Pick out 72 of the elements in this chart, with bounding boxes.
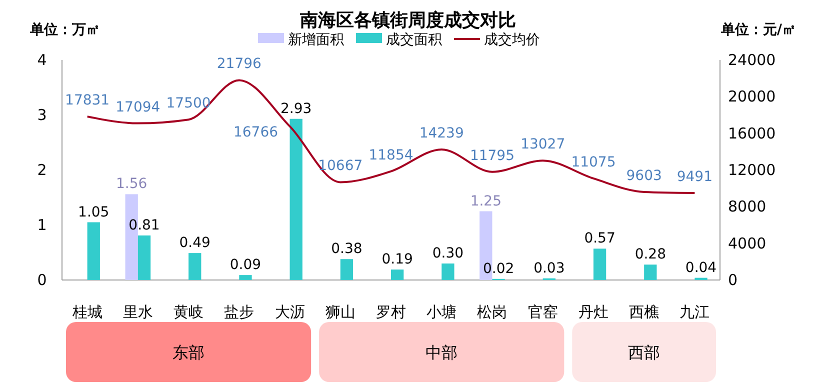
bar bbox=[138, 235, 151, 280]
data-label: 11075 bbox=[571, 154, 616, 170]
y-tick-label: 1 bbox=[37, 216, 47, 234]
x-tick-label: 官窑 bbox=[528, 303, 558, 321]
data-label: 13027 bbox=[520, 136, 566, 153]
bar bbox=[290, 118, 302, 280]
data-label: 17500 bbox=[166, 96, 211, 112]
data-label: 0.38 bbox=[331, 241, 362, 258]
y2-tick-label: 20000 bbox=[728, 88, 776, 106]
data-label: 0.19 bbox=[382, 252, 413, 268]
y-tick-label: 4 bbox=[37, 51, 47, 69]
data-label: 0.03 bbox=[534, 260, 565, 276]
data-label: 17831 bbox=[65, 92, 110, 109]
y-axis-title: 单位：万㎡ bbox=[29, 22, 100, 38]
data-label: 1.25 bbox=[470, 193, 502, 210]
y2-tick-label: 4000 bbox=[728, 234, 766, 252]
y-tick-label: 2 bbox=[37, 161, 47, 179]
data-label: 2.93 bbox=[280, 100, 312, 117]
data-label: 0.57 bbox=[584, 230, 616, 247]
y-tick-label: 3 bbox=[37, 106, 47, 124]
y2-tick-label: 0 bbox=[728, 271, 738, 289]
data-label: 21796 bbox=[216, 56, 262, 72]
bar bbox=[87, 222, 100, 280]
data-label: 0.81 bbox=[128, 217, 160, 234]
text: 西部 bbox=[628, 343, 660, 362]
legend-label: 成交均价 bbox=[484, 32, 540, 48]
legend-label: 新增面积 bbox=[288, 32, 344, 48]
data-label: 16766 bbox=[233, 124, 278, 140]
data-label: 0.28 bbox=[634, 246, 666, 263]
data-label: 0.49 bbox=[179, 235, 210, 252]
x-tick-label: 西樵 bbox=[629, 303, 660, 321]
data-label: 1.56 bbox=[116, 176, 148, 192]
y2-tick-label: 16000 bbox=[728, 124, 776, 142]
bar bbox=[340, 259, 354, 280]
bar bbox=[593, 248, 606, 280]
text: 东部 bbox=[172, 343, 205, 362]
x-tick-label: 黄岐 bbox=[174, 303, 204, 321]
x-tick-label: 松岗 bbox=[477, 303, 508, 321]
bar bbox=[239, 275, 252, 280]
x-tick-label: 丹灶 bbox=[578, 303, 608, 321]
y2-tick-label: 12000 bbox=[728, 161, 776, 179]
data-label: 11854 bbox=[368, 147, 414, 164]
data-label: 11795 bbox=[470, 148, 515, 164]
y2-tick-label: 8000 bbox=[728, 198, 766, 216]
x-tick-label: 大沥 bbox=[274, 303, 305, 321]
x-tick-label: 盐步 bbox=[224, 303, 254, 321]
data-label: 14239 bbox=[419, 125, 464, 142]
y2-axis-title: 单位：元/㎡ bbox=[720, 22, 796, 38]
x-tick-label: 罗村 bbox=[376, 303, 406, 321]
x-tick-label: 桂城 bbox=[71, 303, 102, 321]
data-label: 17094 bbox=[116, 99, 160, 116]
bar bbox=[442, 264, 454, 280]
x-tick-label: 狮山 bbox=[325, 303, 356, 321]
x-tick-label: 九江 bbox=[680, 303, 710, 321]
data-label: 10667 bbox=[318, 158, 363, 174]
text: 中部 bbox=[426, 343, 458, 362]
data-label: 0.30 bbox=[432, 246, 464, 262]
bar bbox=[391, 270, 404, 280]
legend-label: 成交面积 bbox=[386, 32, 442, 48]
bar bbox=[188, 253, 202, 280]
data-label: 9603 bbox=[626, 168, 662, 184]
data-label: 0.02 bbox=[482, 260, 514, 277]
x-tick-label: 小塘 bbox=[426, 303, 457, 321]
data-label: 1.05 bbox=[78, 204, 110, 220]
data-label: 9491 bbox=[676, 169, 713, 185]
data-label: 0.09 bbox=[230, 257, 262, 274]
y-tick-label: 0 bbox=[37, 271, 47, 289]
y2-tick-label: 24000 bbox=[728, 51, 776, 69]
bar bbox=[644, 264, 657, 280]
data-label: 0.04 bbox=[685, 260, 717, 276]
x-tick-label: 里水 bbox=[122, 303, 153, 321]
chart-title: 南海区各镇街周度成交对比 bbox=[299, 10, 516, 31]
